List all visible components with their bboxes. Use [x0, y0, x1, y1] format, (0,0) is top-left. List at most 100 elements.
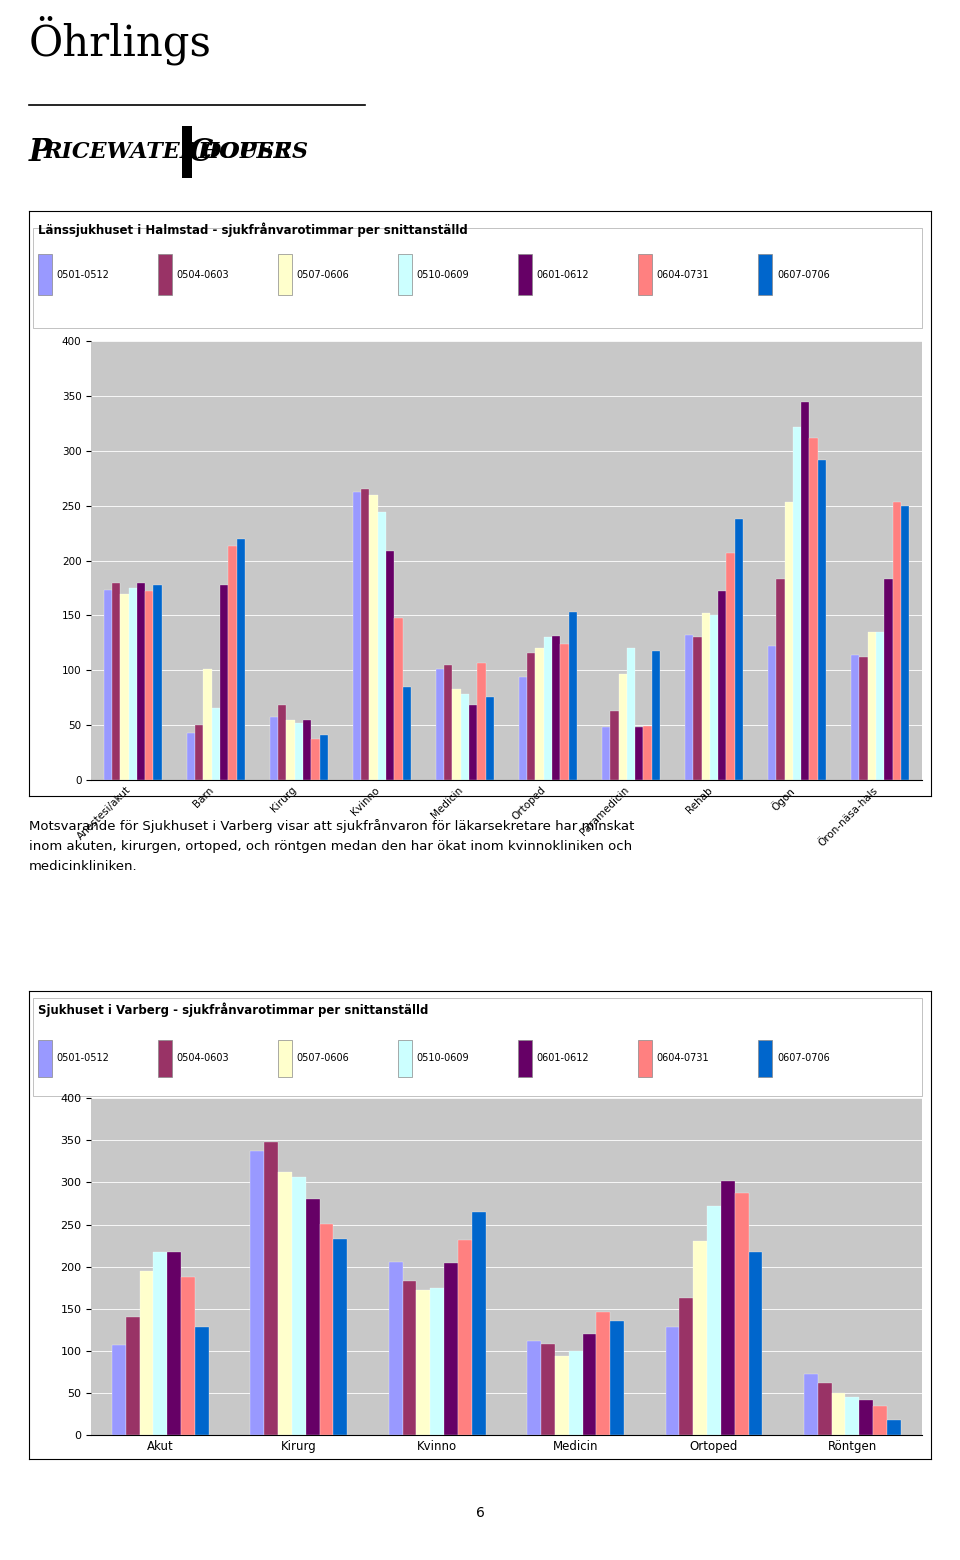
Text: Sjukhuset i Varberg - sjukfrånvarotimmar per snittanställd: Sjukhuset i Varberg - sjukfrånvarotimmar…	[37, 1002, 428, 1017]
Bar	[436, 669, 444, 780]
Bar	[809, 438, 818, 780]
Bar	[636, 727, 643, 780]
Bar	[561, 644, 568, 780]
Bar	[583, 1334, 596, 1435]
Bar	[552, 636, 561, 780]
Bar	[727, 552, 734, 780]
Bar	[734, 519, 743, 780]
Bar	[361, 490, 370, 780]
Bar	[709, 616, 718, 780]
Text: 0607-0706: 0607-0706	[777, 270, 829, 279]
Bar	[802, 401, 809, 780]
Bar	[851, 655, 859, 780]
Bar	[157, 254, 172, 295]
Bar	[793, 427, 802, 780]
Bar	[195, 725, 204, 780]
Text: 0501-0512: 0501-0512	[57, 270, 109, 279]
Text: 0601-0612: 0601-0612	[537, 1053, 589, 1064]
Bar	[154, 1251, 167, 1435]
Bar	[444, 665, 452, 780]
Bar	[37, 1041, 52, 1078]
Bar	[874, 1406, 887, 1435]
Bar	[680, 1298, 693, 1435]
Bar	[320, 735, 328, 780]
Bar	[486, 697, 494, 780]
Bar	[543, 638, 552, 780]
Bar	[818, 1384, 831, 1435]
Text: 0507-0606: 0507-0606	[297, 270, 349, 279]
Bar	[684, 635, 693, 780]
Bar	[596, 1312, 611, 1435]
Bar	[386, 551, 395, 780]
Bar	[768, 646, 777, 780]
Text: Motsvarande för Sjukhuset i Varberg visar att sjukfrånvaron för läkarsekretare h: Motsvarande för Sjukhuset i Varberg visa…	[29, 819, 635, 874]
Bar	[602, 727, 611, 780]
Bar	[34, 998, 923, 1095]
Bar	[568, 612, 577, 780]
Bar	[333, 1239, 348, 1435]
Bar	[270, 718, 278, 780]
Bar	[397, 1041, 413, 1078]
Bar	[292, 1176, 305, 1435]
Bar	[627, 649, 636, 780]
Bar	[887, 1420, 900, 1435]
Bar	[402, 1281, 417, 1435]
Bar	[186, 733, 195, 780]
Text: 0604-0731: 0604-0731	[657, 270, 709, 279]
Bar	[721, 1181, 734, 1435]
Bar	[637, 254, 653, 295]
Bar	[211, 708, 220, 780]
Bar	[555, 1356, 568, 1435]
Bar	[527, 1342, 541, 1435]
Bar	[702, 613, 709, 780]
Bar	[220, 585, 228, 780]
Bar	[469, 705, 477, 780]
Bar	[397, 254, 413, 295]
Bar	[708, 1206, 721, 1435]
Text: Öhrlings: Öhrlings	[29, 16, 211, 66]
Bar	[868, 632, 876, 780]
Bar	[784, 502, 793, 780]
Bar	[228, 546, 236, 780]
Bar	[652, 651, 660, 780]
Bar	[277, 1041, 292, 1078]
Bar	[377, 512, 386, 780]
Bar	[278, 1173, 292, 1435]
Text: 0501-0512: 0501-0512	[57, 1053, 109, 1064]
Bar	[846, 1398, 859, 1435]
Bar	[568, 1351, 583, 1435]
Bar	[517, 1041, 533, 1078]
Bar	[758, 254, 773, 295]
Bar	[517, 254, 533, 295]
Bar	[884, 579, 893, 780]
Bar	[34, 228, 923, 328]
Bar	[104, 590, 112, 780]
Bar	[112, 582, 120, 780]
Bar	[154, 585, 162, 780]
Text: 0507-0606: 0507-0606	[297, 1053, 349, 1064]
Bar	[665, 1328, 680, 1435]
Bar	[518, 677, 527, 780]
Bar	[112, 1345, 126, 1435]
Bar	[295, 722, 303, 780]
Bar	[145, 591, 154, 780]
Text: 0504-0603: 0504-0603	[177, 1053, 229, 1064]
Bar	[859, 657, 868, 780]
Bar	[395, 618, 402, 780]
Bar	[611, 1321, 624, 1435]
Bar	[236, 538, 245, 780]
Bar	[536, 649, 543, 780]
Bar	[157, 1041, 172, 1078]
Bar	[471, 1212, 486, 1435]
Bar	[417, 1290, 430, 1435]
Bar	[126, 1317, 139, 1435]
Text: 0601-0612: 0601-0612	[537, 270, 589, 279]
Bar	[777, 579, 784, 780]
Bar	[311, 739, 320, 780]
Bar	[527, 652, 536, 780]
Bar	[804, 1374, 818, 1435]
Bar	[831, 1393, 846, 1435]
Bar	[303, 719, 311, 780]
Bar	[444, 1264, 458, 1435]
Bar	[637, 1041, 653, 1078]
